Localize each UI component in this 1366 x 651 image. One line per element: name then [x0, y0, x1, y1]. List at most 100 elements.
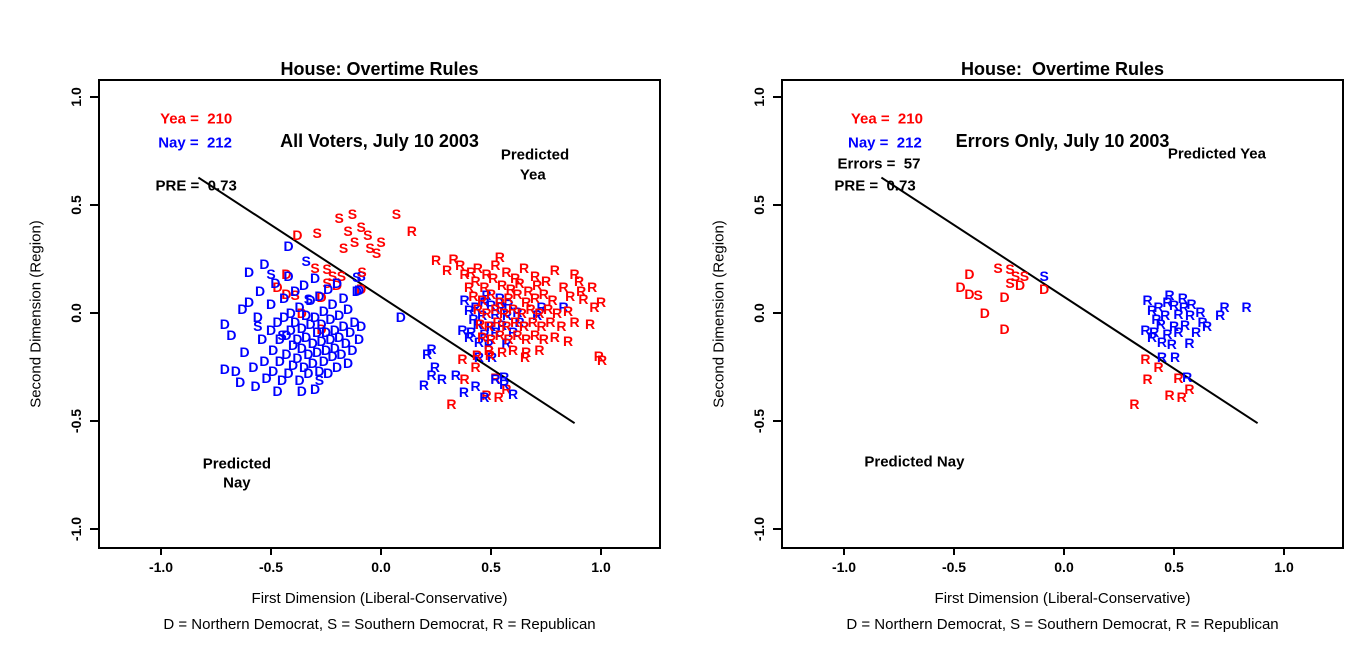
data-point-D-nay: D: [314, 287, 325, 304]
y-tick: [90, 528, 98, 530]
y-tick-label: -1.0: [751, 516, 767, 542]
data-point-R-yea: R: [507, 300, 519, 317]
y-tick-label: 1.0: [751, 87, 767, 107]
data-point-R-yea: R: [459, 371, 470, 388]
data-point-D-nay: D: [351, 283, 362, 300]
data-point-R-yea: R: [466, 263, 477, 280]
data-point-D-nay: D: [248, 359, 259, 375]
y-tick: [90, 204, 98, 206]
data-point-R-nay: R: [494, 289, 505, 306]
data-point-R-yea: R: [520, 349, 531, 366]
data-point-R-nay: R: [1177, 289, 1188, 306]
data-point-D-nay: D: [285, 305, 296, 321]
data-point-R-nay: R: [1170, 349, 1181, 366]
data-point-R-yea: R: [503, 330, 514, 347]
data-point-D-nay: D: [250, 378, 261, 395]
data-point-R-nay: R: [490, 324, 501, 340]
data-point-R-nay: R: [426, 341, 437, 358]
data-point-D-nay: D: [329, 322, 340, 339]
data-point-R-yea: R: [493, 389, 504, 406]
data-point-R-yea: R: [470, 272, 481, 289]
data-point-D-yea: D: [316, 289, 327, 306]
data-point-R-yea: R: [534, 305, 545, 321]
y-tick-label: 1.0: [68, 87, 84, 107]
data-point-D-yea: D: [281, 285, 292, 302]
data-point-D-nay: D: [356, 317, 367, 334]
x-tick-label: -1.0: [148, 559, 174, 575]
data-point-R-nay: R: [468, 311, 479, 328]
annotation: Yea = 210: [850, 110, 923, 128]
data-point-D-nay: D: [296, 320, 307, 337]
data-point-S-nay: S: [277, 326, 287, 343]
data-point-R-nay: R: [463, 328, 475, 345]
data-point-D-nay: D: [309, 309, 321, 326]
data-point-R-yea: R: [1164, 387, 1175, 404]
data-point-D-nay: D: [230, 363, 241, 380]
data-point-D-nay: D: [325, 330, 336, 347]
data-point-D-nay: D: [219, 361, 230, 378]
data-point-D-nay: D: [235, 374, 246, 391]
data-point-D-nay: D: [314, 363, 325, 380]
data-point-D-nay: D: [320, 341, 332, 358]
right-plot-title-line1: House: Overtime Rules: [960, 59, 1165, 79]
data-point-S-yea: S: [1010, 268, 1021, 285]
data-point-D-nay: D: [259, 255, 270, 272]
left-x-axis-label: First Dimension (Liberal-Conservative): [251, 590, 508, 607]
y-tick-label: 0.0: [68, 303, 84, 323]
data-point-R-nay: R: [1195, 303, 1206, 320]
data-point-R-nay: R: [1186, 296, 1197, 313]
data-point-R-yea: R: [406, 222, 417, 239]
data-point-S-yea: S: [336, 268, 347, 285]
data-point-R-yea: R: [430, 252, 442, 269]
data-point-S-yea: S: [322, 260, 332, 277]
data-point-D-nay: D: [312, 343, 323, 360]
annotation: Nay: [223, 474, 251, 492]
data-point-D-nay: D: [303, 365, 314, 382]
data-point-R-nay: R: [473, 333, 484, 350]
data-point-R-yea: R: [538, 285, 549, 302]
data-point-D-nay: D: [327, 296, 338, 313]
data-point-R-yea: R: [536, 317, 547, 334]
data-point-R-yea: R: [549, 261, 560, 278]
data-point-D-nay: D: [279, 309, 290, 326]
data-point-D-nay: D: [257, 330, 268, 347]
data-point-R-yea: R: [584, 315, 596, 332]
data-point-D-nay: D: [349, 313, 360, 330]
data-point-R-yea: R: [1142, 371, 1153, 388]
data-point-R-nay: R: [459, 292, 470, 309]
data-point-R-yea: R: [485, 285, 497, 302]
data-point-R-nay: R: [495, 298, 506, 315]
data-point-S-yea: S: [363, 227, 373, 244]
data-point-D-yea: D: [955, 279, 966, 296]
right-x-axis-label: First Dimension (Liberal-Conservative): [934, 590, 1191, 607]
data-point-R-yea: R: [1153, 359, 1164, 375]
y-tick: [773, 204, 781, 206]
data-point-D-nay: D: [327, 348, 338, 365]
data-point-D-nay: D: [285, 322, 296, 339]
data-point-R-yea: R: [494, 294, 505, 311]
y-tick-label: 0.0: [751, 303, 767, 323]
annotation: Yea: [519, 166, 546, 184]
x-tick: [380, 547, 382, 555]
data-point-R-yea: R: [490, 257, 501, 274]
data-point-R-nay: R: [1179, 316, 1191, 333]
data-point-R-yea: R: [472, 300, 483, 317]
data-point-D-nay: D: [292, 330, 303, 347]
x-tick: [1173, 547, 1175, 555]
data-point-R-yea: R: [448, 251, 459, 267]
data-point-R-nay: R: [436, 371, 447, 388]
data-point-D-yea: D: [964, 266, 975, 283]
data-point-R-nay: R: [518, 317, 530, 334]
data-point-R-yea: R: [578, 290, 589, 307]
data-point-R-yea: R: [521, 294, 532, 311]
data-point-R-nay: R: [1146, 301, 1158, 318]
data-point-R-nay: R: [450, 366, 461, 383]
data-point-R-nay: R: [501, 307, 513, 324]
data-point-S-yea: S: [343, 222, 353, 239]
data-point-R-nay: R: [426, 366, 437, 383]
data-point-R-yea: R: [494, 248, 505, 265]
data-point-R-yea: R: [529, 289, 541, 306]
data-point-R-nay: R: [463, 301, 475, 318]
data-point-R-yea: R: [527, 313, 538, 330]
data-point-R-nay: R: [1149, 324, 1160, 340]
